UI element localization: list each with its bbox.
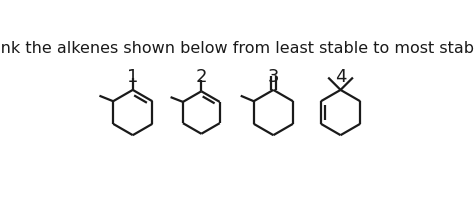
Text: 4: 4 <box>335 68 346 86</box>
Text: 1: 1 <box>127 68 138 86</box>
Text: 3: 3 <box>268 68 279 86</box>
Text: Rank the alkenes shown below from least stable to most stable.: Rank the alkenes shown below from least … <box>0 41 474 56</box>
Text: 2: 2 <box>196 68 207 86</box>
